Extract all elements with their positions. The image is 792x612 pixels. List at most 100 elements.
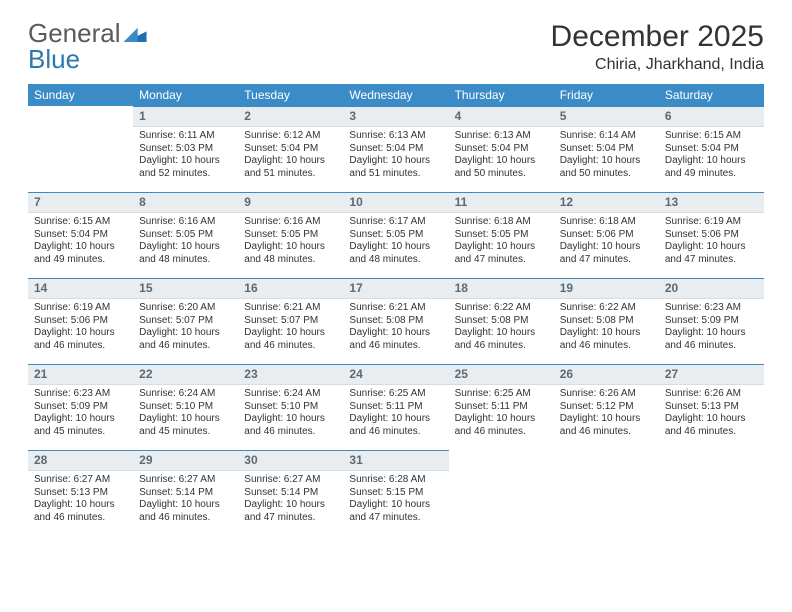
day-number: 17 (343, 278, 448, 299)
sunset-text: Sunset: 5:14 PM (244, 487, 337, 500)
calendar-day-cell: 11Sunrise: 6:18 AMSunset: 5:05 PMDayligh… (449, 192, 554, 278)
weekday-header: Friday (554, 84, 659, 106)
sunset-text: Sunset: 5:09 PM (665, 315, 758, 328)
sunrise-text: Sunrise: 6:16 AM (244, 216, 337, 229)
daylight-text: Daylight: 10 hours and 46 minutes. (139, 499, 232, 524)
daylight-text: Daylight: 10 hours and 49 minutes. (34, 241, 127, 266)
day-content: Sunrise: 6:13 AMSunset: 5:04 PMDaylight:… (449, 127, 554, 184)
sunrise-text: Sunrise: 6:24 AM (139, 388, 232, 401)
brand-part2: Blue (28, 46, 147, 72)
day-number: 3 (343, 106, 448, 127)
sunrise-text: Sunrise: 6:25 AM (455, 388, 548, 401)
day-number: 26 (554, 364, 659, 385)
day-content: Sunrise: 6:14 AMSunset: 5:04 PMDaylight:… (554, 127, 659, 184)
day-number: 31 (343, 450, 448, 471)
day-number: 28 (28, 450, 133, 471)
sunset-text: Sunset: 5:10 PM (244, 401, 337, 414)
daylight-text: Daylight: 10 hours and 46 minutes. (34, 499, 127, 524)
sunrise-text: Sunrise: 6:22 AM (560, 302, 653, 315)
calendar-day-cell: 17Sunrise: 6:21 AMSunset: 5:08 PMDayligh… (343, 278, 448, 364)
sunset-text: Sunset: 5:09 PM (34, 401, 127, 414)
sunset-text: Sunset: 5:04 PM (349, 143, 442, 156)
sunrise-text: Sunrise: 6:16 AM (139, 216, 232, 229)
day-number: 13 (659, 192, 764, 213)
sunset-text: Sunset: 5:07 PM (139, 315, 232, 328)
daylight-text: Daylight: 10 hours and 46 minutes. (244, 413, 337, 438)
sunrise-text: Sunrise: 6:22 AM (455, 302, 548, 315)
sunrise-text: Sunrise: 6:27 AM (34, 474, 127, 487)
sunrise-text: Sunrise: 6:24 AM (244, 388, 337, 401)
day-content: Sunrise: 6:18 AMSunset: 5:06 PMDaylight:… (554, 213, 659, 270)
day-number: 25 (449, 364, 554, 385)
sunset-text: Sunset: 5:11 PM (349, 401, 442, 414)
sunset-text: Sunset: 5:07 PM (244, 315, 337, 328)
sunset-text: Sunset: 5:08 PM (455, 315, 548, 328)
day-number: 21 (28, 364, 133, 385)
day-number: 24 (343, 364, 448, 385)
day-content: Sunrise: 6:12 AMSunset: 5:04 PMDaylight:… (238, 127, 343, 184)
day-content: Sunrise: 6:23 AMSunset: 5:09 PMDaylight:… (659, 299, 764, 356)
sunrise-text: Sunrise: 6:19 AM (665, 216, 758, 229)
calendar-day-cell: 18Sunrise: 6:22 AMSunset: 5:08 PMDayligh… (449, 278, 554, 364)
sunrise-text: Sunrise: 6:26 AM (665, 388, 758, 401)
day-content: Sunrise: 6:13 AMSunset: 5:04 PMDaylight:… (343, 127, 448, 184)
day-number: 7 (28, 192, 133, 213)
sunrise-text: Sunrise: 6:25 AM (349, 388, 442, 401)
day-content: Sunrise: 6:19 AMSunset: 5:06 PMDaylight:… (28, 299, 133, 356)
daylight-text: Daylight: 10 hours and 46 minutes. (34, 327, 127, 352)
sunrise-text: Sunrise: 6:27 AM (139, 474, 232, 487)
sunrise-text: Sunrise: 6:27 AM (244, 474, 337, 487)
sunset-text: Sunset: 5:06 PM (560, 229, 653, 242)
calendar-day-cell: 25Sunrise: 6:25 AMSunset: 5:11 PMDayligh… (449, 364, 554, 450)
daylight-text: Daylight: 10 hours and 46 minutes. (560, 413, 653, 438)
daylight-text: Daylight: 10 hours and 47 minutes. (349, 499, 442, 524)
weekday-header: Sunday (28, 84, 133, 106)
daylight-text: Daylight: 10 hours and 48 minutes. (244, 241, 337, 266)
daylight-text: Daylight: 10 hours and 52 minutes. (139, 155, 232, 180)
calendar-day-cell: 24 Sunrise: 6:25 AMSunset: 5:11 PMDayligh… (343, 364, 448, 450)
brand-logo: GeneralBlue (28, 20, 147, 72)
calendar-week-row: 7Sunrise: 6:15 AMSunset: 5:04 PMDaylight… (28, 192, 764, 278)
sunset-text: Sunset: 5:13 PM (665, 401, 758, 414)
calendar-day-cell: 28 Sunrise: 6:27 AMSunset: 5:13 PMDayligh… (28, 450, 133, 536)
daylight-text: Daylight: 10 hours and 47 minutes. (560, 241, 653, 266)
calendar-day-cell: 8Sunrise: 6:16 AMSunset: 5:05 PMDaylight… (133, 192, 238, 278)
day-number: 18 (449, 278, 554, 299)
daylight-text: Daylight: 10 hours and 46 minutes. (244, 327, 337, 352)
daylight-text: Daylight: 10 hours and 46 minutes. (349, 413, 442, 438)
calendar-day-cell: 12Sunrise: 6:18 AMSunset: 5:06 PMDayligh… (554, 192, 659, 278)
sunrise-text: Sunrise: 6:21 AM (244, 302, 337, 315)
day-number: 2 (238, 106, 343, 127)
day-number: 4 (449, 106, 554, 127)
calendar-day-cell: 26Sunrise: 6:26 AMSunset: 5:12 PMDayligh… (554, 364, 659, 450)
day-number: 8 (133, 192, 238, 213)
calendar-day-cell (449, 450, 554, 536)
sunset-text: Sunset: 5:13 PM (34, 487, 127, 500)
sunset-text: Sunset: 5:11 PM (455, 401, 548, 414)
sunrise-text: Sunrise: 6:13 AM (349, 130, 442, 143)
sunrise-text: Sunrise: 6:15 AM (665, 130, 758, 143)
day-number: 27 (659, 364, 764, 385)
sunrise-text: Sunrise: 6:26 AM (560, 388, 653, 401)
day-number: 10 (343, 192, 448, 213)
day-content: Sunrise: 6:22 AMSunset: 5:08 PMDaylight:… (554, 299, 659, 356)
weekday-header: Monday (133, 84, 238, 106)
calendar-day-cell (554, 450, 659, 536)
day-number: 29 (133, 450, 238, 471)
sunset-text: Sunset: 5:06 PM (34, 315, 127, 328)
calendar-day-cell: 5Sunrise: 6:14 AMSunset: 5:04 PMDaylight… (554, 106, 659, 192)
sunset-text: Sunset: 5:06 PM (665, 229, 758, 242)
calendar-day-cell: 13Sunrise: 6:19 AMSunset: 5:06 PMDayligh… (659, 192, 764, 278)
weekday-header: Thursday (449, 84, 554, 106)
daylight-text: Daylight: 10 hours and 46 minutes. (560, 327, 653, 352)
brand-mark-icon (123, 20, 147, 46)
daylight-text: Daylight: 10 hours and 46 minutes. (139, 327, 232, 352)
daylight-text: Daylight: 10 hours and 48 minutes. (139, 241, 232, 266)
day-number: 22 (133, 364, 238, 385)
day-content: Sunrise: 6:26 AMSunset: 5:13 PMDaylight:… (659, 385, 764, 442)
sunset-text: Sunset: 5:04 PM (34, 229, 127, 242)
calendar-day-cell: 16Sunrise: 6:21 AMSunset: 5:07 PMDayligh… (238, 278, 343, 364)
sunset-text: Sunset: 5:05 PM (244, 229, 337, 242)
day-content: Sunrise: 6:22 AMSunset: 5:08 PMDaylight:… (449, 299, 554, 356)
sunset-text: Sunset: 5:04 PM (244, 143, 337, 156)
